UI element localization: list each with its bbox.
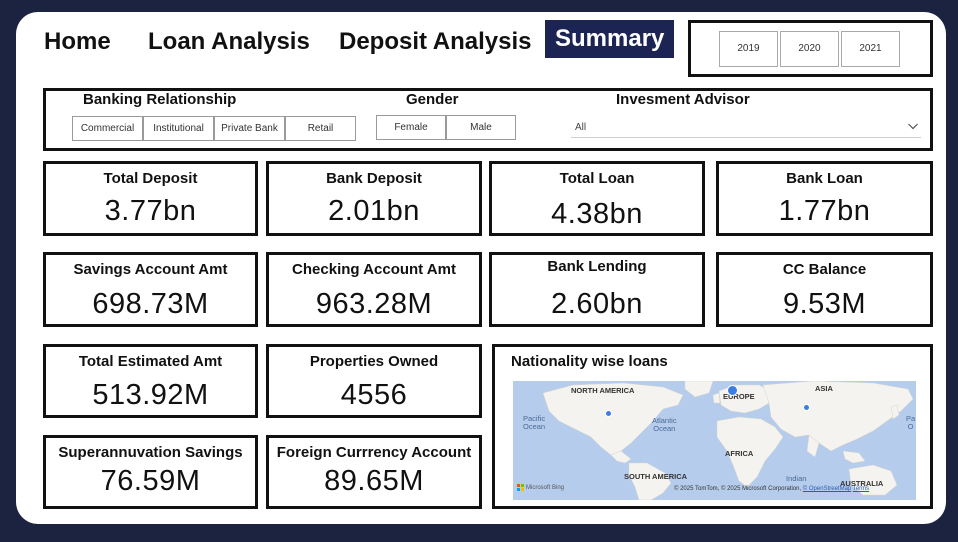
map-point-asia[interactable] [803, 404, 810, 411]
kpi-checking-account-amt: Checking Account Amt 963.28M [266, 252, 482, 327]
ocean-line-2: O [907, 422, 914, 431]
nav-loan-analysis[interactable]: Loan Analysis [148, 28, 310, 55]
map-point-europe[interactable] [727, 385, 738, 396]
kpi-bank-deposit: Bank Deposit 2.01bn [266, 161, 482, 236]
kpi-title: Savings Account Amt [73, 261, 228, 278]
filter-private-bank[interactable]: Private Bank [214, 116, 285, 141]
year-2021-button[interactable]: 2021 [841, 31, 900, 67]
attribution-text: © 2025 TomTom, © 2025 Microsoft Corporat… [674, 486, 802, 492]
kpi-foreign-currency-account: Foreign Currrency Account 89.65M [266, 435, 482, 509]
map-label-pacific-right: Pa O [906, 415, 915, 431]
year-2020-button[interactable]: 2020 [780, 31, 839, 67]
kpi-value: 76.59M [100, 465, 201, 497]
kpi-title: Superannuvation Savings [58, 444, 243, 461]
filter-bar: Banking Relationship Commercial Institut… [43, 88, 933, 151]
kpi-title: Bank Deposit [326, 170, 422, 187]
kpi-value: 2.60bn [551, 288, 643, 320]
kpi-value: 89.65M [324, 465, 424, 497]
map-label-europe: EUROPE [723, 392, 755, 401]
kpi-title: Total Loan [559, 170, 635, 187]
map-label-south-america: SOUTH AMERICA [624, 472, 688, 481]
kpi-value: 2.01bn [328, 195, 420, 227]
kpi-properties-owned: Properties Owned 4556 [266, 344, 482, 418]
kpi-value: 963.28M [315, 288, 433, 320]
kpi-total-loan: Total Loan 4.38bn [489, 161, 705, 236]
world-map-land [542, 381, 914, 500]
filter-commercial[interactable]: Commercial [72, 116, 143, 141]
kpi-value: 698.73M [92, 288, 209, 320]
map-label-north-america: NORTH AMERICA [571, 386, 635, 395]
filter-male[interactable]: Male [446, 115, 516, 140]
ocean-line-1: Pa [906, 414, 916, 423]
ocean-line-1: Atlantic [652, 416, 677, 425]
report-panel: Home Loan Analysis Deposit Analysis Summ… [16, 12, 946, 524]
nav-summary[interactable]: Summary [545, 20, 675, 58]
map-label-atlantic-ocean: Atlantic Ocean [652, 417, 677, 433]
ocean-line-2: Ocean [523, 422, 546, 431]
map-title: Nationality wise loans [511, 353, 668, 370]
chevron-down-icon [908, 123, 918, 130]
ocean-line-2: Ocean [653, 424, 676, 433]
filter-female[interactable]: Female [376, 115, 446, 140]
map-label-australia: AUSTRALIA [840, 479, 884, 488]
banking-relationship-label: Banking Relationship [83, 91, 237, 108]
kpi-title: Foreign Currrency Account [276, 444, 472, 461]
year-2019-button[interactable]: 2019 [719, 31, 778, 67]
kpi-value: 1.77bn [778, 195, 871, 227]
year-slicer: 2019 2020 2021 [688, 20, 933, 77]
kpi-title: Checking Account Amt [292, 261, 456, 278]
map-label-pacific-ocean: Pacific Ocean [523, 415, 545, 431]
world-map[interactable]: NORTH AMERICA EUROPE ASIA AFRICA SOUTH A… [513, 381, 916, 500]
filter-retail[interactable]: Retail [285, 116, 356, 141]
filter-institutional[interactable]: Institutional [143, 116, 214, 141]
map-label-africa: AFRICA [725, 449, 754, 458]
kpi-total-deposit: Total Deposit 3.77bn [43, 161, 258, 236]
kpi-cc-balance: CC Balance 9.53M [716, 252, 933, 327]
map-attribution: © 2025 TomTom, © 2025 Microsoft Corporat… [674, 486, 869, 492]
nav-deposit-analysis[interactable]: Deposit Analysis [339, 28, 532, 55]
kpi-bank-lending: Bank Lending 2.60bn [489, 252, 705, 327]
microsoft-logo-icon [517, 484, 524, 491]
kpi-title: Properties Owned [309, 353, 439, 370]
terms-link[interactable]: Terms [852, 486, 870, 492]
gender-label: Gender [406, 91, 459, 108]
kpi-title: Bank Lending [547, 258, 647, 275]
nationality-map-card: Nationality wise loans [492, 344, 933, 509]
investment-advisor-value: All [575, 122, 587, 133]
kpi-total-estimated-amt: Total Estimated Amt 513.92M [43, 344, 258, 418]
kpi-title: CC Balance [782, 261, 867, 278]
kpi-value: 513.92M [92, 379, 209, 411]
kpi-savings-account-amt: Savings Account Amt 698.73M [43, 252, 258, 327]
kpi-value: 3.77bn [104, 195, 197, 227]
investment-advisor-label: Invesment Advisor [616, 91, 750, 108]
map-logo-text: Microsoft Bing [526, 485, 565, 491]
map-label-asia: ASIA [815, 384, 833, 393]
kpi-value: 9.53M [782, 288, 867, 320]
kpi-value: 4.38bn [551, 198, 643, 230]
openstreetmap-link[interactable]: © OpenStreetMap [802, 486, 852, 492]
nav-home[interactable]: Home [44, 28, 111, 55]
kpi-title: Total Deposit [103, 170, 198, 187]
map-label-indian-ocean: Indian [786, 474, 807, 483]
kpi-superannuation-savings: Superannuvation Savings 76.59M [43, 435, 258, 509]
investment-advisor-dropdown[interactable]: All [571, 118, 921, 138]
map-point-north-america[interactable] [605, 410, 612, 417]
kpi-bank-loan: Bank Loan 1.77bn [716, 161, 933, 236]
kpi-title: Total Estimated Amt [78, 353, 223, 370]
kpi-value: 4556 [340, 379, 408, 411]
ocean-line-1: Pacific [523, 414, 546, 423]
kpi-title: Bank Loan [786, 170, 863, 187]
